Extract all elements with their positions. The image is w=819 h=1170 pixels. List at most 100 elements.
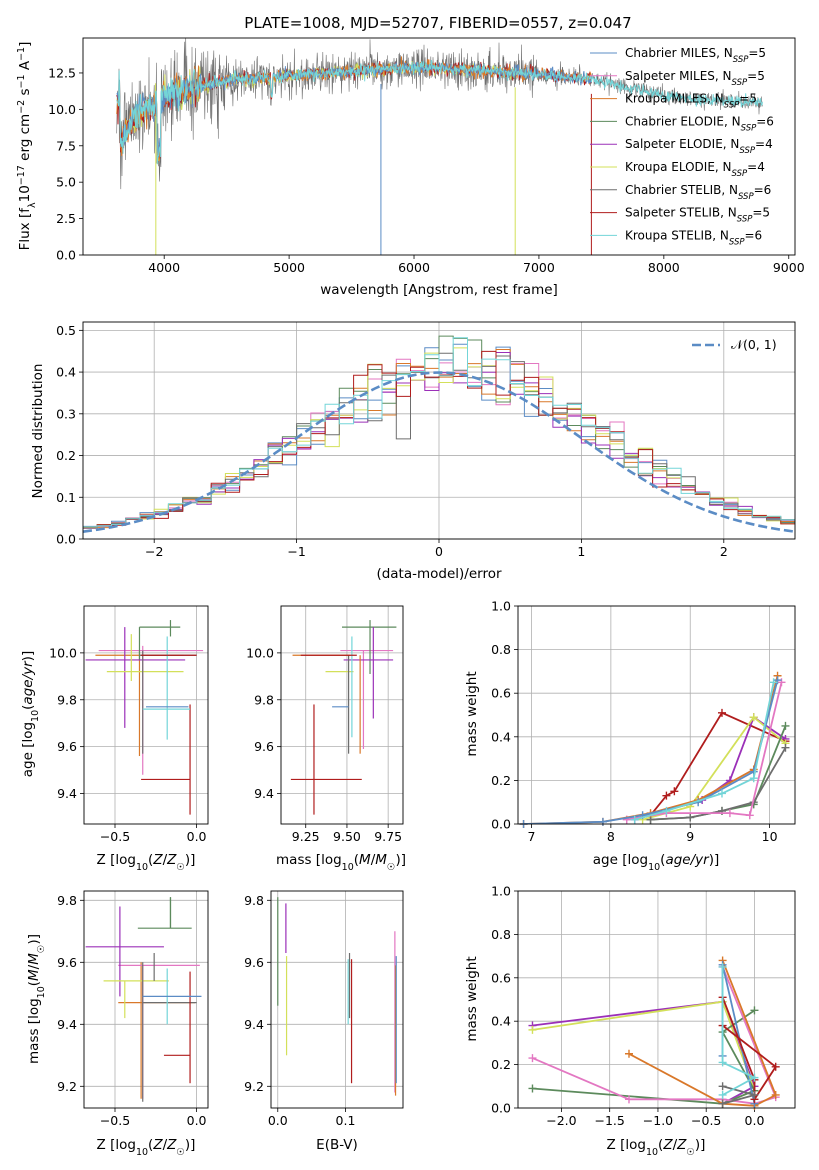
- ebv-mass-frame: [270, 890, 404, 1109]
- legend-label-salpeter_stelib: Salpeter STELIB, NSSP=5: [625, 206, 770, 225]
- residuals-ytick-label: 0.2: [56, 448, 76, 463]
- z-mass-xtick-label: −0.5: [100, 1113, 130, 1128]
- age-weight-marker: [670, 787, 679, 796]
- z-weight-series-kroupa_stelib: [721, 967, 757, 1096]
- z-age-point-kroupa_stelib: [142, 636, 191, 740]
- mass-age-ytick-label: 9.6: [254, 739, 274, 754]
- spectrum-xtick-label: 6000: [398, 260, 430, 275]
- age-weight-marker: [769, 678, 778, 687]
- z-weight-marker: [718, 1090, 727, 1099]
- residuals-xtick-label: 1: [577, 544, 585, 559]
- age-weight-marker: [662, 806, 671, 815]
- z-mass-frame: [83, 890, 209, 1109]
- z-weight-marker: [750, 1090, 759, 1099]
- z-mass-point-chabrier_stelib: [142, 962, 197, 1102]
- age-weight-marker: [662, 791, 671, 800]
- ebv-mass-ytick-label: 9.4: [244, 1017, 264, 1032]
- ebv-mass-xtick-label: 0.0: [268, 1113, 288, 1128]
- z-mass-xlabel: Z [log10(Z/Z☉)]: [97, 1137, 196, 1158]
- spectrum-xtick-label: 5000: [273, 260, 305, 275]
- z-weight-marker: [718, 1058, 727, 1067]
- age-weight-ytick-label: 0.6: [491, 686, 511, 701]
- z-weight-ytick-label: 1.0: [491, 884, 511, 899]
- ebv-mass-axes: 0.0 0.1 9.2 9.4 9.6 9.8: [244, 891, 403, 1128]
- age-weight-marker: [749, 713, 758, 722]
- spectrum-line-kroupa_stelib: [116, 60, 763, 165]
- spectrum-title: PLATE=1008, MJD=52707, FIBERID=0557, z=0…: [244, 14, 631, 32]
- z-mass-ytick-label: 9.4: [57, 1017, 77, 1032]
- legend-normal-label: 𝒩(0, 1): [731, 337, 777, 352]
- age-weight-marker: [717, 708, 726, 717]
- mass-age-xlabel: mass [log10(M/M☉)]: [276, 852, 406, 873]
- age-weight-xtick-label: 7: [528, 829, 536, 844]
- spectrum-xlabel: wavelength [Angstrom, rest frame]: [320, 282, 558, 298]
- residuals-ytick-label: 0.1: [56, 490, 76, 505]
- z-mass-ytick-label: 9.2: [57, 1079, 77, 1094]
- residuals-axes: −2 −1 0 1 2 0.0 0.1 0.2 0.3 0.4 0.5: [56, 322, 795, 559]
- z-age-point-chabrier_elodie: [138, 626, 181, 660]
- mass-age-ytick-label: 9.4: [254, 786, 274, 801]
- spectrum-axes: 4000 5000 6000 7000 8000 9000 0.0 2.5 5.0 7.5 10.0…: [48, 65, 805, 275]
- z-weight-marker: [528, 1084, 537, 1093]
- z-mass-ytick-label: 9.6: [57, 955, 77, 970]
- residuals-ylabel: Normed distribution: [30, 364, 46, 499]
- legend-label-kroupa_miles: Kroupa MILES, NSSP=5: [625, 92, 757, 111]
- age-weight-marker: [745, 811, 754, 820]
- spectrum-frame: [82, 37, 796, 256]
- age-weight-ytick-label: 0.2: [491, 773, 511, 788]
- spectrum-ytick-label: 10.0: [48, 102, 76, 117]
- residuals-xlabel: (data-model)/error: [376, 566, 502, 582]
- spectrum-ylabel: Flux [fλ10−17 erg cm−2 s−1 A−1]: [16, 42, 38, 251]
- age-weight-ytick-label: 1.0: [491, 599, 511, 614]
- residuals-ytick-label: 0.3: [56, 406, 76, 421]
- spectrum-ytick-label: 7.5: [56, 138, 76, 153]
- legend-label-salpeter_elodie: Salpeter ELODIE, NSSP=4: [625, 137, 773, 156]
- mass-age-point-salpeter_stelib: [290, 704, 362, 815]
- spectrum-ytick-label: 5.0: [56, 175, 76, 190]
- mass-age-ytick-label: 10.0: [246, 645, 274, 660]
- age-weight-marker: [598, 817, 607, 826]
- legend-label-kroupa_elodie: Kroupa ELODIE, NSSP=4: [625, 160, 765, 179]
- z-weight-ytick-label: 0.8: [491, 927, 511, 942]
- residuals-xtick-label: 2: [720, 544, 728, 559]
- age-weight-ytick-label: 0.0: [491, 817, 511, 832]
- z-weight-marker: [718, 962, 727, 971]
- residuals-xtick-label: −1: [287, 544, 305, 559]
- residuals-ytick-label: 0.0: [56, 532, 76, 547]
- ebv-mass-xtick-label: 0.1: [336, 1113, 356, 1128]
- z-weight-xtick-label: −1.0: [643, 1113, 673, 1128]
- age-weight-marker: [781, 721, 790, 730]
- residuals-frame: [82, 321, 796, 540]
- ebv-mass-ytick-label: 9.6: [244, 955, 264, 970]
- age-weight-marker: [781, 743, 790, 752]
- z-weight-marker: [528, 1054, 537, 1063]
- spectrum-xtick-label: 8000: [648, 260, 680, 275]
- z-weight-series-salpeter_miles: [532, 966, 777, 1105]
- z-weight-frame: [517, 890, 796, 1109]
- z-age-point-kroupa_elodie: [106, 634, 184, 682]
- z-mass-ytick-label: 9.8: [57, 893, 77, 908]
- z-weight-ytick-label: 0.4: [491, 1014, 511, 1029]
- residual-hist-kroupa_stelib: [83, 337, 795, 539]
- residuals-ytick-label: 0.4: [56, 365, 76, 380]
- z-weight-marker: [528, 1025, 537, 1034]
- mass-age-point-chabrier_elodie: [342, 620, 397, 674]
- z-weight-ytick-label: 0.0: [491, 1101, 511, 1116]
- z-age-point-salpeter_elodie: [85, 627, 186, 728]
- z-weight-xlabel: Z [log10(Z/Z☉)]: [607, 1137, 706, 1158]
- mass-age-frame: [280, 605, 404, 825]
- age-weight-xlabel: age [log10(age/yr)]: [593, 852, 719, 873]
- z-mass-xtick-label: 0.0: [187, 1113, 207, 1128]
- residuals-ytick-label: 0.5: [56, 323, 76, 338]
- spectrum-legend: Chabrier MILES, NSSP=5 Salpeter MILES, NS…: [590, 46, 774, 247]
- age-weight-ytick-label: 0.8: [491, 642, 511, 657]
- age-weight-frame: [517, 605, 796, 825]
- age-weight-xtick-label: 9: [686, 829, 694, 844]
- ebv-mass-xlabel: E(B-V): [316, 1137, 358, 1153]
- z-age-frame: [83, 605, 209, 825]
- z-age-xlabel: Z [log10(Z/Z☉)]: [97, 852, 196, 873]
- z-weight-marker: [718, 1099, 727, 1108]
- legend-label-chabrier_miles: Chabrier MILES, NSSP=5: [625, 46, 766, 65]
